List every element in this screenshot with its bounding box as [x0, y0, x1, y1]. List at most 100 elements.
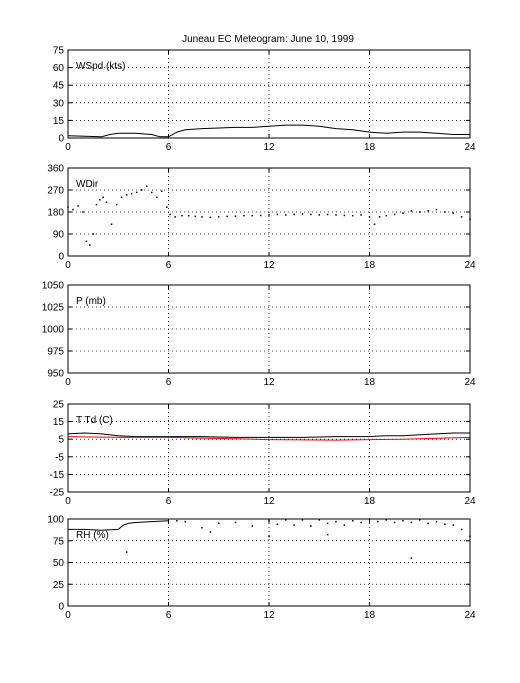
wdir-ytick-label: 270 — [47, 186, 64, 197]
rh-ytick-label: 25 — [53, 580, 65, 591]
rh-point — [268, 519, 270, 522]
wdir-point — [352, 214, 354, 217]
wdir-point — [135, 191, 138, 194]
rh-point — [385, 519, 387, 521]
wdir-point — [410, 210, 413, 212]
wdir-point — [460, 216, 463, 218]
rh-point — [460, 528, 463, 531]
rh-point — [427, 522, 429, 525]
rh-panel: 0 6 12 18 24 0 25 50 75 100 RH (%) — [47, 515, 476, 622]
wdir-point — [276, 213, 279, 216]
temp-dewpoint-xtick-label: 18 — [364, 496, 376, 507]
rh-xtick-label: 18 — [364, 610, 376, 621]
wdir-xtick-label: 24 — [464, 260, 476, 271]
pressure-label: P (mb) — [76, 296, 106, 307]
rh-point — [318, 519, 320, 521]
pressure-axes-box — [67, 284, 471, 374]
wdir-xtick-label: 6 — [166, 260, 172, 271]
rh-point — [352, 519, 354, 522]
pressure-xtick-label: 24 — [464, 377, 476, 388]
rh-point — [393, 521, 396, 524]
wdir-point — [310, 213, 312, 216]
wdir-point — [444, 211, 446, 213]
rh-point — [402, 519, 404, 522]
wdir-point — [251, 214, 253, 217]
rh-point — [276, 523, 279, 525]
rh-xtick-label: 12 — [263, 610, 275, 621]
wdir-point — [99, 199, 101, 201]
temp-dewpoint-xtick-label: 6 — [166, 496, 172, 507]
rh-xtick-label: 24 — [464, 610, 476, 621]
wdir-point — [285, 214, 287, 216]
wdir-point — [110, 223, 113, 225]
wdir-point — [234, 215, 237, 217]
wdir-point — [194, 215, 197, 218]
wdir-point — [368, 216, 371, 218]
temp-dewpoint-label: T Td (C) — [76, 415, 113, 426]
rh-ytick-label: 75 — [53, 536, 65, 547]
wdir-point — [120, 196, 123, 199]
rh-point — [444, 523, 446, 525]
rh-point — [201, 526, 203, 529]
figure-title: Juneau EC Meteogram: June 10, 1999 — [182, 34, 354, 45]
rh-point — [268, 535, 270, 538]
wdir-point — [89, 244, 91, 246]
wdir-point — [187, 214, 190, 217]
wdir-point — [326, 213, 329, 216]
wdir-point — [169, 213, 171, 216]
wdir-point — [301, 213, 304, 215]
temp-dewpoint-ytick-label: 25 — [53, 400, 65, 411]
wdir-point — [102, 196, 104, 199]
wspd-ytick-label: 75 — [53, 46, 65, 57]
rh-ytick-label: 50 — [53, 558, 65, 569]
rh-point — [435, 520, 438, 523]
rh-point — [285, 519, 287, 521]
rh-point — [301, 519, 304, 521]
rh-point — [335, 520, 337, 523]
wdir-point — [125, 194, 128, 196]
wspd-ytick-label: 30 — [53, 98, 65, 109]
temp-dewpoint-ytick-label: -25 — [50, 488, 65, 499]
rh-point — [326, 533, 329, 536]
wdir-point — [201, 216, 203, 218]
rh-xtick-label: 0 — [65, 610, 71, 621]
wdir-panel: 0 6 12 18 24 0 90 180 270 360 WDir — [47, 164, 476, 272]
wdir-point — [181, 214, 183, 217]
wspd-label: WSpd (kts) — [76, 61, 125, 72]
rh-point — [293, 524, 295, 526]
wdir-point — [115, 203, 118, 206]
wspd-ytick-label: 60 — [53, 63, 65, 74]
pressure-xtick-label: 18 — [364, 377, 376, 388]
temp-dewpoint-ytick-label: -5 — [55, 452, 64, 463]
temp-dewpoint-xtick-label: 0 — [65, 496, 71, 507]
wdir-xtick-label: 12 — [263, 260, 275, 271]
temp-dewpoint-xtick-label: 24 — [464, 496, 476, 507]
wdir-point — [385, 214, 387, 217]
wdir-ytick-label: 360 — [47, 164, 64, 175]
pressure-ytick-label: 950 — [47, 369, 64, 380]
wdir-point — [77, 205, 79, 207]
rh-point — [310, 525, 312, 527]
rh-point — [234, 521, 237, 524]
wdir-ytick-label: 180 — [47, 208, 64, 219]
wspd-xtick-label: 0 — [65, 142, 71, 153]
rh-point — [218, 522, 220, 525]
wdir-point — [268, 214, 270, 216]
rh-point — [209, 531, 212, 533]
wspd-ytick-label: 0 — [58, 134, 64, 145]
wspd-xtick-label: 6 — [166, 142, 172, 153]
wspd-ytick-label: 45 — [53, 81, 65, 92]
temp-dewpoint-ytick-label: 5 — [58, 435, 64, 446]
wdir-point — [343, 214, 346, 217]
wdir-axes-box — [67, 167, 471, 257]
pressure-xtick-label: 12 — [263, 377, 275, 388]
rh-point — [410, 557, 413, 559]
temp-dewpoint-xtick-label: 12 — [263, 496, 275, 507]
wdir-point — [72, 208, 74, 211]
temp-dewpoint-ytick-label: 15 — [53, 417, 65, 428]
pressure-ytick-label: 975 — [47, 347, 64, 358]
wdir-point — [393, 213, 396, 216]
pressure-ytick-label: 1050 — [42, 281, 65, 292]
wdir-point — [95, 203, 98, 206]
